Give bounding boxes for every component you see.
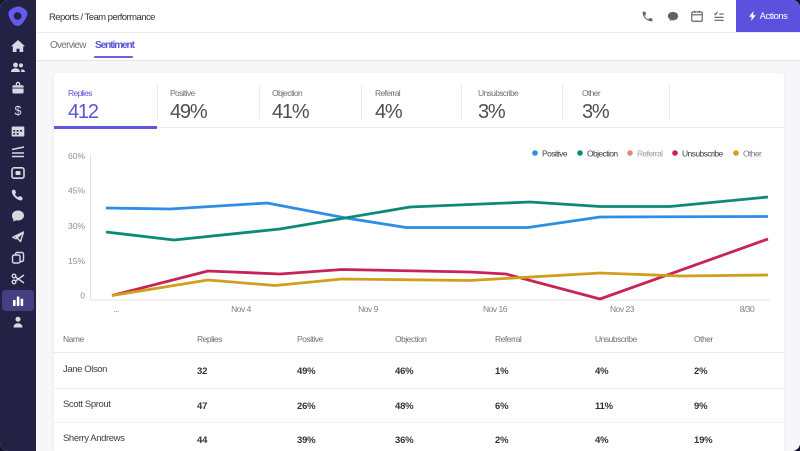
svg-text:$: $ [15,104,22,117]
svg-text:45%: 45% [68,186,85,196]
svg-text:60%: 60% [68,151,85,161]
svg-text:Nov 16: Nov 16 [483,304,508,314]
svg-text:15%: 15% [68,256,85,266]
svg-text:Nov 23: Nov 23 [610,304,635,314]
svg-text:Other: Other [743,149,762,159]
svg-text:Referral: Referral [637,149,663,159]
svg-text:Nov 9: Nov 9 [358,304,378,314]
svg-text:0: 0 [80,290,85,300]
svg-text:Objection: Objection [587,149,618,159]
svg-text:30%: 30% [68,221,85,231]
svg-text:...: ... [113,304,119,314]
svg-text:Nov 4: Nov 4 [231,304,251,314]
svg-text:Unsubscribe: Unsubscribe [682,149,724,159]
svg-text:8/30: 8/30 [740,304,755,314]
svg-text:Positive: Positive [542,149,568,159]
